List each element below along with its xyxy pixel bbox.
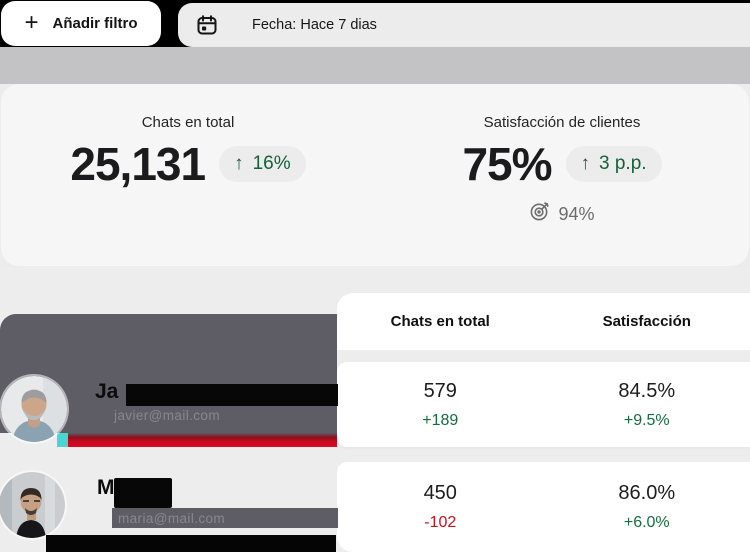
stat-label: Chats en total (141, 114, 235, 131)
chats-cell: 579 +189 (337, 362, 544, 447)
satisfaction-cell: 86.0% +6.0% (544, 462, 750, 552)
stat-label: Satisfacción de clientes (483, 114, 641, 131)
date-filter-button[interactable]: Fecha: Hace 7 dias (178, 3, 750, 47)
change-value: 3 p.p. (599, 153, 647, 174)
satisfaction-change: +6.0% (623, 514, 670, 531)
agent-email: maria@mail.com (118, 510, 226, 526)
change-value: 16% (252, 153, 291, 174)
agents-table: Chats en total Satisfacción 579 +189 84.… (337, 293, 750, 552)
redaction-bar-red (68, 433, 337, 447)
agent-email: javier@mail.com (114, 408, 220, 423)
stats-section: Chats en total 25,131 ↑ 16% Satisfacción… (0, 84, 750, 267)
column-header-chats[interactable]: Chats en total (390, 313, 490, 330)
chats-cell: 450 -102 (337, 462, 544, 552)
goal-row: 94% (529, 201, 595, 227)
date-filter-label: Fecha: Hace 7 dias (252, 17, 377, 33)
target-goal-icon (529, 201, 550, 227)
satisfaction-change: +9.5% (623, 411, 670, 429)
table-row[interactable]: 579 +189 84.5% +9.5% (337, 362, 750, 447)
column-header-satisfaction[interactable]: Satisfacción (602, 313, 691, 330)
calendar-icon (196, 14, 218, 36)
stat-value: 75% (462, 138, 552, 190)
agents-section: Chats en total Satisfacción 579 +189 84.… (0, 267, 750, 552)
avatar (0, 472, 65, 538)
divider-band (0, 47, 750, 84)
agent-name: M (97, 476, 115, 499)
stats-card: Chats en total 25,131 ↑ 16% Satisfacción… (1, 84, 749, 266)
plus-icon: + (24, 8, 39, 36)
chats-value: 450 (423, 482, 457, 504)
stat-satisfaction: Satisfacción de clientes 75% ↑ 3 p.p. (375, 84, 749, 266)
satisfaction-value: 84.5% (618, 379, 676, 402)
add-filter-label: Añadir filtro (52, 15, 138, 32)
redaction-bar: maria@mail.com (112, 508, 338, 528)
stat-value: 25,131 (70, 138, 206, 190)
chats-change: +189 (422, 411, 459, 429)
satisfaction-value: 86.0% (618, 482, 676, 504)
redaction-bar (126, 384, 338, 406)
avatar (1, 376, 67, 442)
photo-fragment (57, 433, 68, 447)
change-badge: ↑ 16% (219, 146, 306, 182)
arrow-up-icon: ↑ (234, 153, 244, 174)
table-row[interactable]: 450 -102 86.0% +6.0% (337, 462, 750, 552)
chats-change: -102 (424, 514, 457, 531)
arrow-up-icon: ↑ (580, 153, 591, 174)
stat-total-chats: Chats en total 25,131 ↑ 16% (1, 84, 375, 266)
satisfaction-cell: 84.5% +9.5% (544, 362, 750, 447)
agent-name: Ja (95, 380, 119, 403)
change-badge: ↑ 3 p.p. (565, 146, 662, 182)
redaction-bar (46, 535, 336, 552)
chats-value: 579 (423, 379, 457, 402)
filters-bar: + Añadir filtro Fecha: Hace 7 dias (0, 0, 750, 47)
add-filter-button[interactable]: + Añadir filtro (1, 1, 161, 46)
table-header: Chats en total Satisfacción (337, 293, 750, 350)
redaction-bar (114, 478, 172, 508)
goal-value: 94% (558, 203, 595, 224)
